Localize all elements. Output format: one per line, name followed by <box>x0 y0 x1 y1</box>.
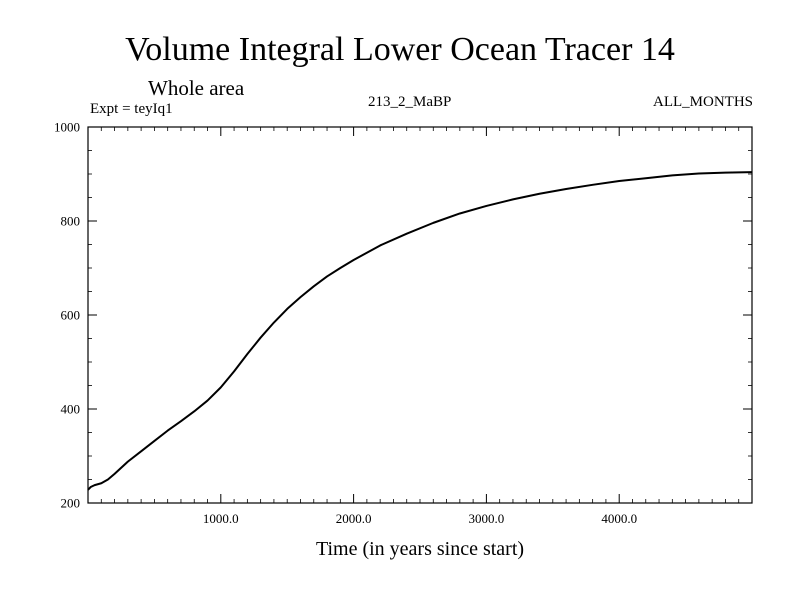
plot-frame <box>87 126 753 504</box>
run-label: 213_2_MaBP <box>368 94 452 110</box>
chart-subtitle: Whole area <box>148 76 245 100</box>
y-tick-label: 400 <box>61 402 81 417</box>
x-axis-label: Time (in years since start) <box>315 538 525 560</box>
series-line <box>87 171 753 491</box>
ticks-group: 1000.0 2000.0 3000.0 4000.0 200 400 600 800 1000 <box>54 120 752 526</box>
series-group <box>87 171 753 491</box>
months-label: ALL_MONTHS <box>653 94 753 110</box>
x-tick-label: 3000.0 <box>469 511 505 526</box>
y-tick-label: 1000 <box>54 120 80 135</box>
x-tick-label: 4000.0 <box>601 511 637 526</box>
y-tick-label: 200 <box>61 496 81 511</box>
x-tick-label: 2000.0 <box>336 511 372 526</box>
x-tick-label: 1000.0 <box>203 511 239 526</box>
y-tick-label: 600 <box>61 308 81 323</box>
chart-title: Volume Integral Lower Ocean Tracer 14 <box>125 31 675 68</box>
experiment-label: Expt = teyIq1 <box>90 101 173 117</box>
y-tick-label: 800 <box>61 214 81 229</box>
